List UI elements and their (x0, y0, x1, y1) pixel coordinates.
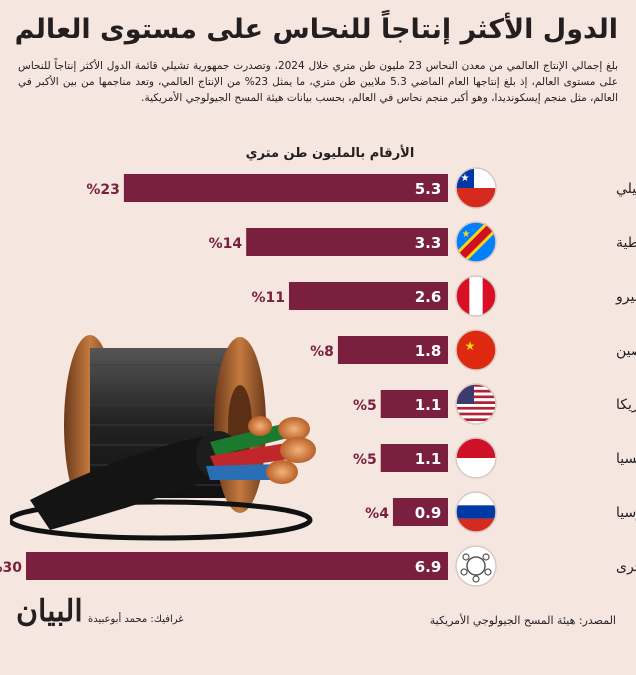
category-label: بيرو (615, 289, 636, 305)
chart-description: بلغ إجمالي الإنتاج العالمي من معدن النحا… (18, 60, 619, 104)
bar-value-label: 1.1 (415, 450, 442, 468)
bar (337, 336, 448, 364)
bar (246, 228, 448, 256)
bar-row: 2.6 %11 بيرو (251, 275, 636, 317)
bar-value-label: 5.3 (415, 180, 442, 198)
russia-flag-icon (455, 491, 497, 533)
share-label: %30 (0, 560, 22, 576)
bar (26, 552, 448, 580)
page-title: الدول الأكثر إنتاجاً للنحاس على مستوى ال… (14, 14, 618, 45)
bar-value-label: 0.9 (415, 504, 442, 522)
share-label: %23 (86, 182, 120, 198)
category-label: روسيا (616, 505, 636, 521)
bar-chart: 5.3 %23 ★ تشيلي 3.3 %14 ★ الكونغو الديمقراطية 2.… (0, 167, 636, 587)
bar-value-label: 1.8 (415, 342, 442, 360)
bar-value-label: 3.3 (415, 234, 442, 252)
globe-network-icon (455, 545, 497, 587)
bar-row: 0.9 %4 روسيا (365, 491, 636, 533)
usa-flag-icon (455, 383, 497, 425)
bar-row: 3.3 %14 ★ الكونغو الديمقراطية (209, 221, 636, 263)
svg-text:★: ★ (465, 339, 476, 353)
share-label: %4 (365, 506, 389, 522)
share-label: %5 (353, 398, 377, 414)
share-label: %8 (310, 344, 334, 360)
category-label: إندونيسيا (616, 451, 636, 467)
china-flag-icon: ★ (455, 329, 497, 371)
category-label: دول أخرى (616, 557, 636, 575)
bar-row: 1.8 %8 ★ الصين (310, 329, 636, 371)
bar (380, 390, 448, 418)
bar-row: 6.9 %30 دول أخرى (0, 545, 636, 587)
peru-flag-icon (455, 275, 497, 317)
bar-value-label: 6.9 (415, 558, 442, 576)
bar (123, 174, 448, 202)
units-label: الأرقام بالمليون طن متري (245, 146, 415, 161)
graphic-credit: غرافيك: محمد أبوعبيدة (88, 614, 184, 625)
bar (288, 282, 448, 310)
svg-text:★: ★ (462, 229, 471, 240)
bar (392, 498, 448, 526)
category-label: الصين (616, 343, 636, 359)
bar-row: 1.1 %5 إندونيسيا (353, 437, 636, 479)
bar-value-label: 2.6 (415, 288, 442, 306)
dr-congo-flag-icon: ★ (455, 221, 497, 263)
bar-row: 1.1 %5 أمريكا (353, 383, 636, 425)
bar-row: 5.3 %23 ★ تشيلي (86, 167, 636, 209)
publisher-logo: البيان (16, 594, 83, 629)
bar-value-label: 1.1 (415, 396, 442, 414)
share-label: %11 (251, 290, 285, 306)
bar (380, 444, 448, 472)
source-note: المصدر: هيئة المسح الجيولوجي الأمريكية (429, 614, 616, 627)
share-label: %5 (353, 452, 377, 468)
copper-cable-illustration (10, 335, 316, 541)
category-label: أمريكا (616, 395, 636, 413)
category-label: تشيلي (616, 181, 636, 197)
share-label: %14 (209, 236, 243, 252)
chile-flag-icon: ★ (455, 167, 497, 209)
category-label: الكونغو الديمقراطية (616, 235, 636, 251)
indonesia-flag-icon (455, 437, 497, 479)
svg-text:★: ★ (461, 173, 470, 184)
